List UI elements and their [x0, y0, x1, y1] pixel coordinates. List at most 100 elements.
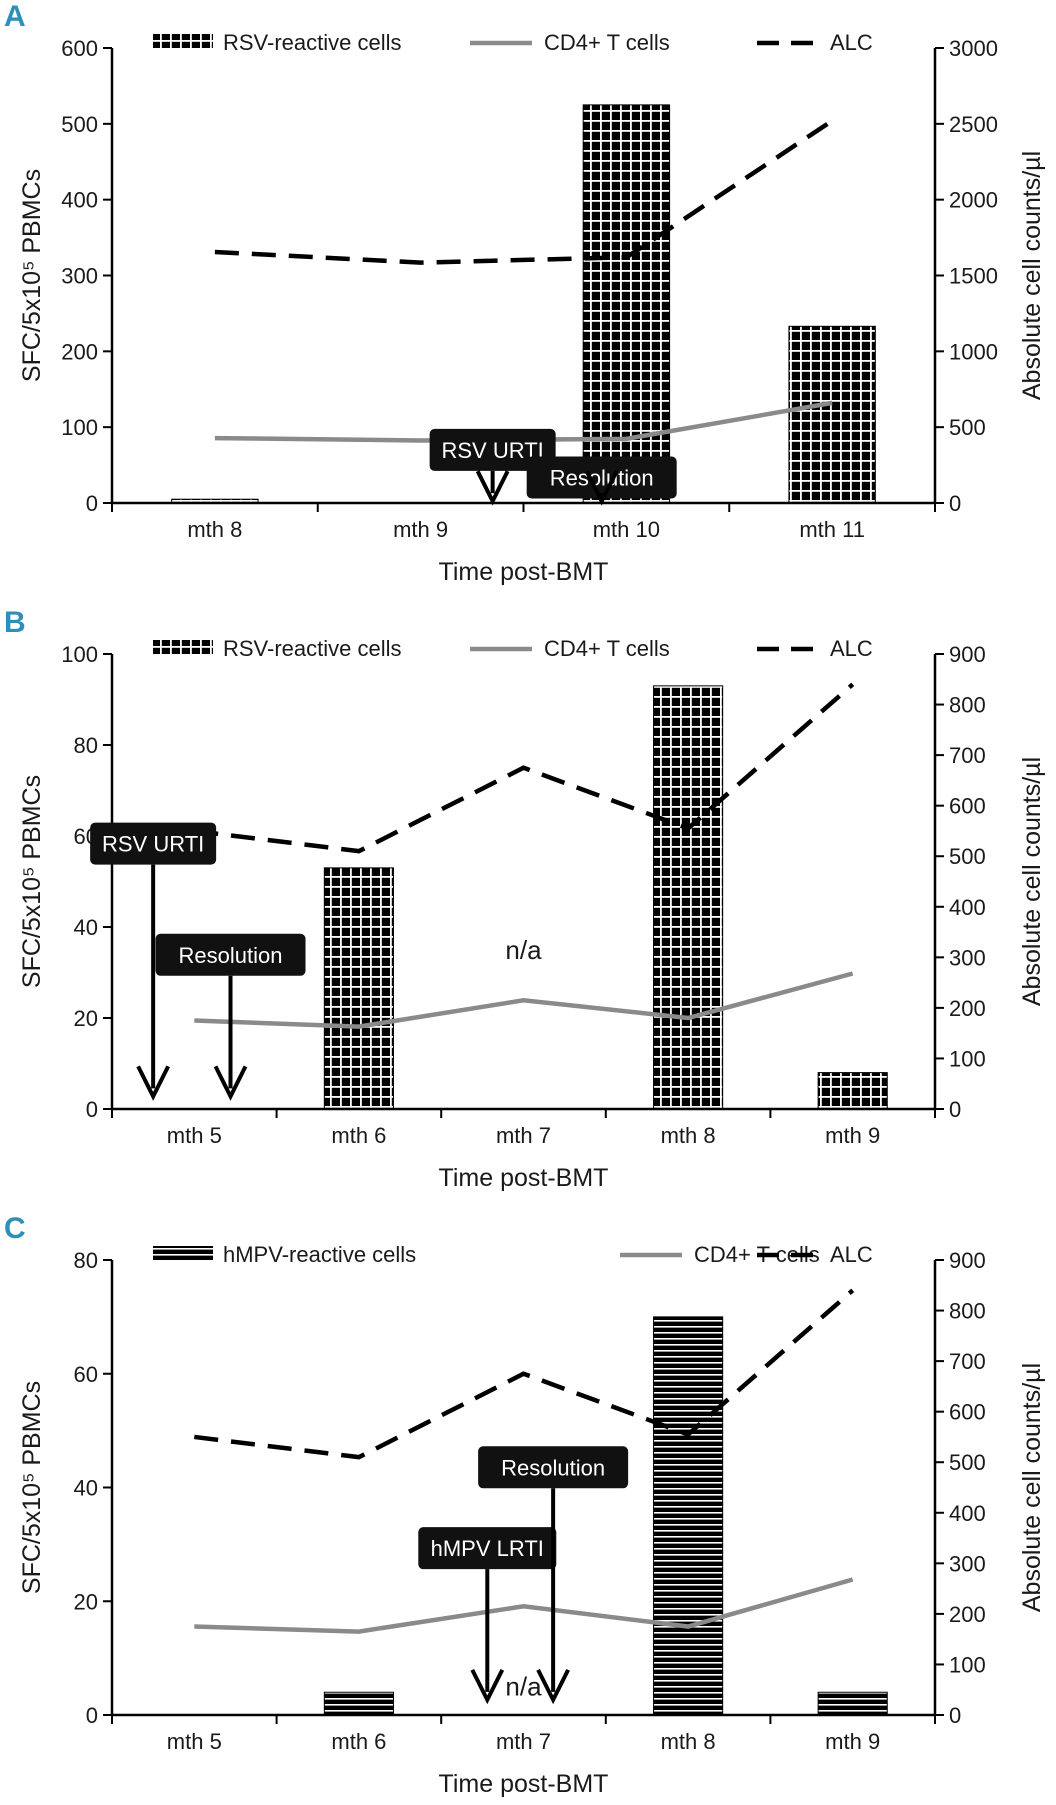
annotation-box: [418, 1527, 557, 1570]
right-tick-label: 800: [949, 1299, 986, 1324]
right-tick-label: 700: [949, 743, 986, 768]
bar-mth-10: [582, 104, 671, 504]
legend-bar-label: RSV-reactive cells: [223, 30, 402, 55]
legend-alc-label: ALC: [830, 636, 873, 661]
series-line-alc: [194, 682, 855, 854]
y2-axis-title: Absolute cell counts/µl: [1018, 1363, 1046, 1612]
bar-mth-11: [788, 325, 876, 504]
right-tick-label: 1500: [949, 264, 998, 289]
right-tick-label: 1000: [949, 339, 998, 364]
y-axis-title: SFC/5x10⁵ PBMCs: [18, 169, 46, 382]
left-tick-label: 40: [74, 1476, 98, 1501]
right-tick-label: 3000: [949, 36, 998, 61]
na-label: n/a: [505, 935, 542, 965]
right-tick-label: 500: [949, 844, 986, 869]
annotation-box: [90, 822, 217, 865]
annotation-arrow-head: [584, 470, 619, 506]
left-tick-label: 20: [74, 1006, 98, 1031]
left-tick-label: 500: [61, 112, 98, 137]
x-tick-label: mth 6: [331, 1123, 386, 1148]
left-tick-label: 400: [61, 188, 98, 213]
right-tick-label: 600: [949, 1400, 986, 1425]
x-tick-label: mth 5: [167, 1729, 222, 1754]
series-line-cd4-t-cells: [194, 971, 854, 1029]
x-tick-label: mth 8: [187, 517, 242, 542]
left-tick-label: 80: [74, 1248, 98, 1273]
panel-letter: B: [4, 606, 26, 639]
left-tick-label: 0: [86, 1097, 98, 1122]
x-tick-label: mth 9: [825, 1729, 880, 1754]
panel-letter: A: [4, 0, 26, 33]
annotation-label: hMPV LRTI: [431, 1536, 544, 1561]
bar-mth-6: [323, 1691, 394, 1716]
x-tick-label: mth 7: [496, 1729, 551, 1754]
legend-cd4-label: CD4+ T cells: [544, 636, 670, 661]
left-tick-label: 100: [61, 415, 98, 440]
annotation-label: Resolution: [501, 1455, 605, 1480]
left-tick-label: 40: [74, 915, 98, 940]
annotation-label: RSV URTI: [102, 832, 204, 857]
left-tick-label: 300: [61, 264, 98, 289]
right-tick-label: 0: [949, 1703, 961, 1728]
annotation-arrow-head: [213, 1065, 248, 1101]
annotation-box: [155, 933, 306, 976]
x-axis-title: Time post-BMT: [439, 1770, 609, 1798]
right-tick-label: 700: [949, 1349, 986, 1374]
y2-axis-title: Absolute cell counts/µl: [1018, 757, 1046, 1006]
left-tick-label: 100: [61, 642, 98, 667]
x-tick-label: mth 9: [825, 1123, 880, 1148]
right-tick-label: 400: [949, 895, 986, 920]
na-label: n/a: [505, 1672, 542, 1702]
x-axis-title: Time post-BMT: [439, 1164, 609, 1192]
panel-b: B 02040608010001002003004005006007008009…: [4, 606, 1046, 1192]
legend-bar-label: RSV-reactive cells: [223, 636, 402, 661]
y2-axis-title: Absolute cell counts/µl: [1018, 151, 1046, 400]
y-axis-title: SFC/5x10⁵ PBMCs: [18, 1381, 46, 1594]
x-tick-label: mth 8: [661, 1123, 716, 1148]
right-tick-label: 300: [949, 1551, 986, 1576]
series-line-cd4-t-cells: [194, 1577, 854, 1634]
left-tick-label: 0: [86, 491, 98, 516]
x-tick-label: mth 7: [496, 1123, 551, 1148]
x-tick-label: mth 5: [167, 1123, 222, 1148]
right-tick-label: 500: [949, 415, 986, 440]
right-tick-label: 900: [949, 1248, 986, 1273]
left-tick-label: 200: [61, 339, 98, 364]
legend-alc-label: ALC: [830, 1242, 873, 1267]
annotation-box: [526, 456, 677, 499]
x-tick-label: mth 9: [393, 517, 448, 542]
series-line-alc: [214, 118, 834, 265]
bar-mth-9: [817, 1691, 888, 1716]
right-tick-label: 200: [949, 1602, 986, 1627]
panel-a: A 0 100 200 300 400 500 600 0 500 1000 1500 2000 250…: [4, 0, 1046, 586]
annotation-box: [478, 1446, 629, 1489]
right-tick-label: 0: [949, 1097, 961, 1122]
right-tick-label: 600: [949, 794, 986, 819]
bar-mth-8: [653, 685, 724, 1110]
bar-mth-9: [817, 1072, 888, 1110]
left-tick-label: 60: [74, 1362, 98, 1387]
x-tick-label: mth 11: [799, 517, 865, 542]
left-tick-label: 80: [74, 733, 98, 758]
x-tick-label: mth 10: [593, 517, 660, 542]
legend-alc-label: ALC: [830, 30, 873, 55]
legend-bar-label: hMPV-reactive cells: [223, 1242, 416, 1267]
left-tick-label: 600: [61, 36, 98, 61]
right-tick-label: 900: [949, 642, 986, 667]
legend-cd4-label: CD4+ T cells: [544, 30, 670, 55]
legend-bar-swatch: [153, 34, 213, 48]
right-tick-label: 100: [949, 1046, 986, 1071]
panel-c: C 0204060800100200300400500600700800900m…: [4, 1212, 1046, 1798]
x-tick-label: mth 8: [661, 1729, 716, 1754]
annotation-label: RSV URTI: [441, 438, 543, 463]
right-tick-label: 800: [949, 693, 986, 718]
y-axis-title: SFC/5x10⁵ PBMCs: [18, 775, 46, 988]
annotation-box: [429, 428, 556, 471]
annotation-label: Resolution: [550, 466, 654, 491]
annotation-arrow-head: [470, 1668, 505, 1705]
right-tick-label: 200: [949, 996, 986, 1021]
panel-letter: C: [4, 1212, 26, 1245]
right-tick-label: 300: [949, 945, 986, 970]
